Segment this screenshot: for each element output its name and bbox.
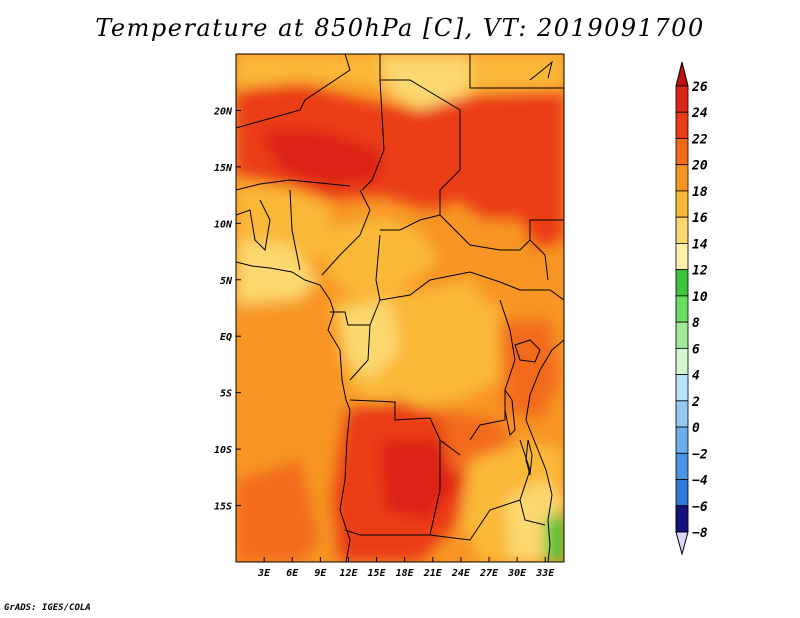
colorbar-label: 12 [692, 264, 708, 279]
x-tick-label: 24E [451, 568, 471, 579]
x-tick-label: 21E [423, 568, 443, 579]
field-east-congo [460, 220, 540, 310]
colorbar-label: 20 [691, 159, 708, 174]
coastline-east [525, 339, 564, 562]
y-tick-label: EQ [220, 332, 232, 343]
footer-credit: GrADS: IGES/COLA [4, 603, 91, 613]
border-congo-drc [330, 299, 381, 381]
colorbar-label: −8 [692, 526, 708, 541]
colorbar-cell [675, 374, 689, 402]
colorbar-label: 6 [692, 342, 700, 357]
colorbar-cell [675, 321, 689, 349]
red-sea [529, 60, 553, 81]
border-nigeria-cameroon [321, 189, 371, 276]
colorbar-label: 14 [692, 237, 708, 252]
field-atlantic-south [236, 460, 320, 562]
y-tick-label: 5N [220, 276, 233, 287]
field-libya-cool [380, 54, 470, 110]
field-central-cool [340, 300, 400, 380]
colorbar-label: −2 [692, 447, 708, 462]
colorbar-label: 26 [691, 80, 708, 95]
border-zambia-south [429, 499, 521, 541]
colorbar-cell [675, 243, 689, 271]
colorbar-label: 4 [692, 369, 700, 384]
border-west-africa [236, 199, 271, 252]
border-mozambique [519, 439, 546, 526]
colorbar-cell [675, 85, 689, 113]
x-tick-label: 12E [339, 568, 358, 579]
colorbar-label: 2 [691, 395, 700, 410]
colorbar-label: 24 [691, 106, 708, 121]
colorbar-label: −6 [692, 500, 708, 515]
colorbar-label: 18 [692, 185, 708, 200]
x-axis: 3E 6E 9E 12E 15E 18E 21E 24E 27E 30E 33E [257, 557, 555, 579]
colorbar-cell [675, 164, 689, 192]
colorbar-cell [675, 505, 689, 533]
x-tick-label: 15E [368, 568, 387, 579]
colorbar-label: 22 [691, 132, 708, 147]
colorbar-label: 16 [692, 211, 708, 226]
lake-victoria [514, 339, 541, 363]
colorbar-cell [675, 190, 689, 218]
colorbar-cell [675, 295, 689, 323]
x-tick-label: 9E [314, 568, 327, 579]
colorbar-top-arrow [675, 61, 689, 87]
border-ethiopia [529, 239, 549, 281]
lake-tanganyika [504, 388, 516, 437]
x-tick-label: 27E [479, 568, 499, 579]
colorbar-label: 0 [692, 421, 700, 436]
x-tick-label: 18E [396, 568, 415, 579]
border-ghana-togo [289, 189, 301, 271]
colorbar-bottom-arrow [675, 531, 689, 556]
colorbar-cell [675, 216, 689, 244]
colorbar-label: 10 [692, 290, 708, 305]
colorbar-cell [675, 138, 689, 166]
map-frame [235, 53, 565, 563]
x-tick-label: 33E [535, 568, 555, 579]
x-tick-label: 6E [286, 568, 299, 579]
border-libya-egypt [379, 54, 461, 170]
coastline-west [236, 261, 351, 562]
y-tick-label: 10S [214, 445, 232, 456]
colorbar-label: 8 [692, 316, 700, 331]
colorbar-cell [675, 479, 689, 507]
field-gulf-guinea [236, 240, 320, 305]
colorbar-cell [675, 452, 689, 480]
colorbar-label: −4 [692, 474, 708, 489]
colorbar-cell [675, 426, 689, 454]
border-south-sudan [499, 281, 564, 301]
x-tick-label: 3E [257, 568, 271, 579]
country-borders [236, 54, 564, 562]
border-chad-sudan [380, 169, 461, 231]
colorbar-cell [675, 400, 689, 428]
border-algeria-libya [236, 54, 351, 129]
border-car [375, 234, 501, 301]
colorbar-cell [675, 347, 689, 375]
field-cameroon [320, 215, 440, 300]
border-niger-nigeria [236, 179, 351, 191]
chart-title: Temperature at 850hPa [C], VT: 201909170… [95, 14, 705, 42]
y-tick-label: 20N [213, 106, 233, 117]
border-niger-chad [361, 79, 385, 191]
y-tick-label: 15N [214, 163, 233, 174]
field-chad-hottest [260, 130, 380, 185]
border-egypt-sudan [469, 54, 564, 89]
field-sudan-hot [460, 95, 564, 180]
border-drc-angola [349, 399, 461, 456]
colorbar-cell [675, 269, 689, 297]
y-tick-label: 15S [214, 502, 232, 513]
y-axis: 20N 15N 10N 5N EQ 5S 10S 15S [213, 106, 241, 513]
colorbar-cell [675, 111, 689, 139]
temperature-field [236, 54, 564, 562]
x-tick-label: 30E [507, 568, 527, 579]
border-sudan-south [439, 214, 564, 251]
y-tick-label: 5S [220, 389, 232, 400]
y-tick-label: 10N [214, 219, 233, 230]
lake-malawi [525, 439, 533, 476]
